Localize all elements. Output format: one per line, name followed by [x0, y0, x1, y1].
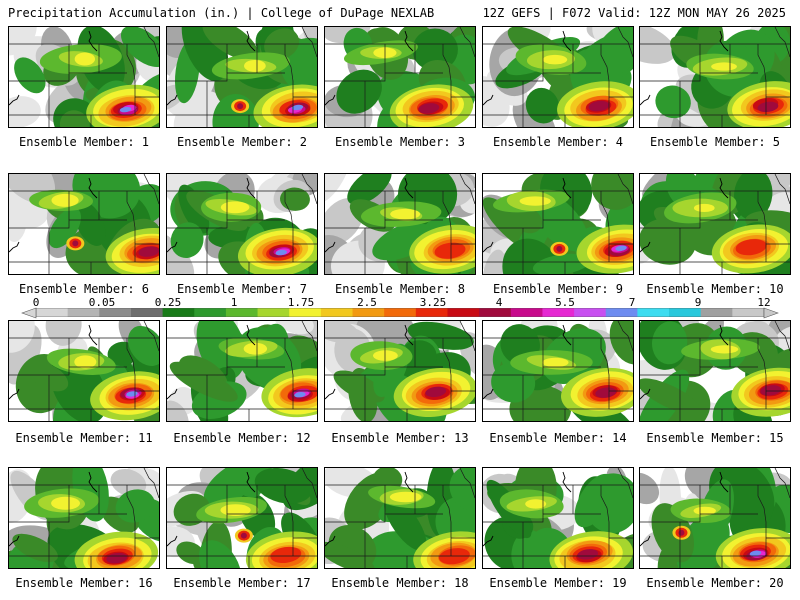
ensemble-member-map [482, 467, 634, 569]
ensemble-member-map [482, 26, 634, 128]
ensemble-member-map [482, 320, 634, 422]
ensemble-member-map [639, 467, 791, 569]
ensemble-member-label: Ensemble Member: 16 [15, 576, 153, 590]
colorbar-swatch [542, 308, 575, 317]
ensemble-member-label: Ensemble Member: 20 [646, 576, 784, 590]
colorbar-swatch [574, 308, 607, 317]
precipitation-map [167, 468, 317, 568]
precipitation-map [9, 27, 159, 127]
ensemble-member-map [324, 26, 476, 128]
colorbar-tick-label: 0.05 [88, 296, 116, 309]
ensemble-member-label: Ensemble Member: 18 [331, 576, 469, 590]
colorbar-swatch [605, 308, 638, 317]
colorbar-tick-label: 2.5 [357, 296, 377, 309]
ensemble-member-map [639, 173, 791, 275]
precipitation-map [640, 321, 790, 421]
colorbar-swatch [99, 308, 132, 317]
ensemble-member-label: Ensemble Member: 13 [331, 431, 469, 445]
ensemble-member-map [639, 26, 791, 128]
ensemble-member-map [8, 467, 160, 569]
colorbar-swatch [732, 308, 764, 317]
ensemble-member-label: Ensemble Member: 14 [489, 431, 627, 445]
ensemble-member-label: Ensemble Member: 19 [489, 576, 627, 590]
ensemble-member-label: Ensemble Member: 10 [646, 282, 784, 296]
precipitation-map [167, 321, 317, 421]
ensemble-member-map [166, 173, 318, 275]
colorbar-tick-label: 1.75 [287, 296, 315, 309]
precipitation-map [640, 27, 790, 127]
precipitation-map [325, 321, 475, 421]
map-title: Precipitation Accumulation (in.) | Colle… [8, 6, 435, 20]
precipitation-map [640, 468, 790, 568]
precipitation-map [325, 27, 475, 127]
run-info: 12Z GEFS | F072 Valid: 12Z MON MAY 26 20… [482, 6, 786, 20]
colorbar-tick-label: 4 [495, 296, 503, 309]
colorbar-tick-label: 0.25 [154, 296, 182, 309]
precipitation-map [9, 321, 159, 421]
precipitation-map [483, 468, 633, 568]
colorbar-swatch [289, 308, 322, 317]
ensemble-member-label: Ensemble Member: 6 [18, 282, 150, 296]
ensemble-member-label: Ensemble Member: 2 [176, 135, 308, 149]
precipitation-map [167, 174, 317, 274]
ensemble-member-label: Ensemble Member: 12 [173, 431, 311, 445]
precipitation-map [640, 174, 790, 274]
ensemble-member-label: Ensemble Member: 7 [176, 282, 308, 296]
precipitation-map [167, 27, 317, 127]
colorbar-swatch [669, 308, 702, 317]
ensemble-member-map [8, 173, 160, 275]
ensemble-member-map [8, 26, 160, 128]
ensemble-member-label: Ensemble Member: 1 [18, 135, 150, 149]
precipitation-map [9, 174, 159, 274]
ensemble-member-label: Ensemble Member: 15 [646, 431, 784, 445]
precipitation-map [483, 27, 633, 127]
precipitation-map [325, 174, 475, 274]
ensemble-member-map [166, 26, 318, 128]
colorbar-swatch [415, 308, 448, 317]
ensemble-member-map [324, 467, 476, 569]
colorbar-swatch [194, 308, 227, 317]
ensemble-member-map [324, 320, 476, 422]
precipitation-map [9, 468, 159, 568]
colorbar-tick-label: 5.5 [555, 296, 575, 309]
colorbar-swatch [36, 308, 69, 317]
colorbar-swatch [479, 308, 512, 317]
precipitation-colorbar [36, 308, 764, 317]
colorbar-swatch [130, 308, 164, 317]
colorbar-swatch [700, 308, 733, 317]
colorbar-swatch [162, 308, 195, 317]
colorbar-tick-label: 0 [32, 296, 40, 309]
ensemble-member-label: Ensemble Member: 5 [649, 135, 781, 149]
ensemble-member-label: Ensemble Member: 11 [15, 431, 153, 445]
colorbar-tick-label: 7 [628, 296, 636, 309]
colorbar-swatch [257, 308, 290, 317]
ensemble-member-label: Ensemble Member: 4 [492, 135, 624, 149]
colorbar-swatch [447, 308, 480, 317]
ensemble-member-map [482, 173, 634, 275]
colorbar-swatch [637, 308, 670, 317]
ensemble-member-label: Ensemble Member: 17 [173, 576, 311, 590]
precipitation-map [483, 321, 633, 421]
colorbar-tick-label: 9 [694, 296, 702, 309]
precipitation-map [325, 468, 475, 568]
ensemble-member-label: Ensemble Member: 3 [334, 135, 466, 149]
colorbar-end-arrows [21, 307, 779, 319]
colorbar-swatch [67, 308, 100, 317]
ensemble-member-map [166, 467, 318, 569]
ensemble-member-map [8, 320, 160, 422]
ensemble-member-map [324, 173, 476, 275]
colorbar-swatch [510, 308, 543, 317]
colorbar-tick-label: 3.25 [419, 296, 447, 309]
colorbar-tick-label: 12 [757, 296, 771, 309]
colorbar-swatch [320, 308, 354, 317]
ensemble-member-label: Ensemble Member: 9 [492, 282, 624, 296]
colorbar-tick-label: 1 [230, 296, 238, 309]
colorbar-swatch [352, 308, 385, 317]
ensemble-member-map [166, 320, 318, 422]
colorbar-swatch [384, 308, 417, 317]
ensemble-member-map [639, 320, 791, 422]
precipitation-map [483, 174, 633, 274]
ensemble-member-label: Ensemble Member: 8 [334, 282, 466, 296]
colorbar-swatch [225, 308, 259, 317]
